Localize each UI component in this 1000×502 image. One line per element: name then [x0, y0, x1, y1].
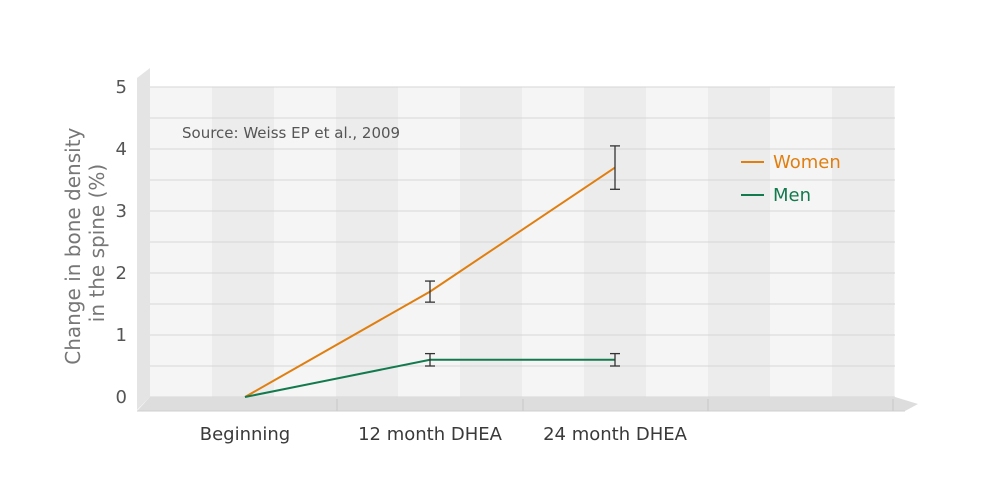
legend-label-men: Men [773, 185, 811, 206]
data-series [244, 145, 620, 398]
x-tick-label: 12 month DHEA [358, 424, 503, 445]
y-axis-label-line-1: Change in bone density [61, 127, 85, 364]
y-axis-label-line-2: in the spine (%) [85, 164, 109, 322]
y-tick-labels: 0 1 2 3 4 5 [116, 77, 127, 408]
y-tick-label: 0 [116, 387, 127, 408]
floor-dividers [336, 399, 894, 411]
x-tick-label: Beginning [200, 424, 291, 445]
x-axis-floor [137, 397, 918, 411]
y-axis-wall [137, 68, 150, 410]
y-tick-label: 2 [116, 263, 127, 284]
y-tick-label: 1 [116, 325, 127, 346]
y-tick-label: 5 [116, 77, 127, 98]
legend-label-women: Women [773, 152, 841, 173]
y-tick-label: 3 [116, 201, 127, 222]
x-tick-labels: Beginning 12 month DHEA 24 month DHEA [200, 424, 688, 445]
y-tick-label: 4 [116, 139, 127, 160]
y-axis-label: Change in bone density in the spine (%) [61, 121, 109, 364]
x-tick-label: 24 month DHEA [543, 424, 688, 445]
source-note: Source: Weiss EP et al., 2009 [182, 124, 400, 142]
legend: Women Men [741, 152, 841, 206]
